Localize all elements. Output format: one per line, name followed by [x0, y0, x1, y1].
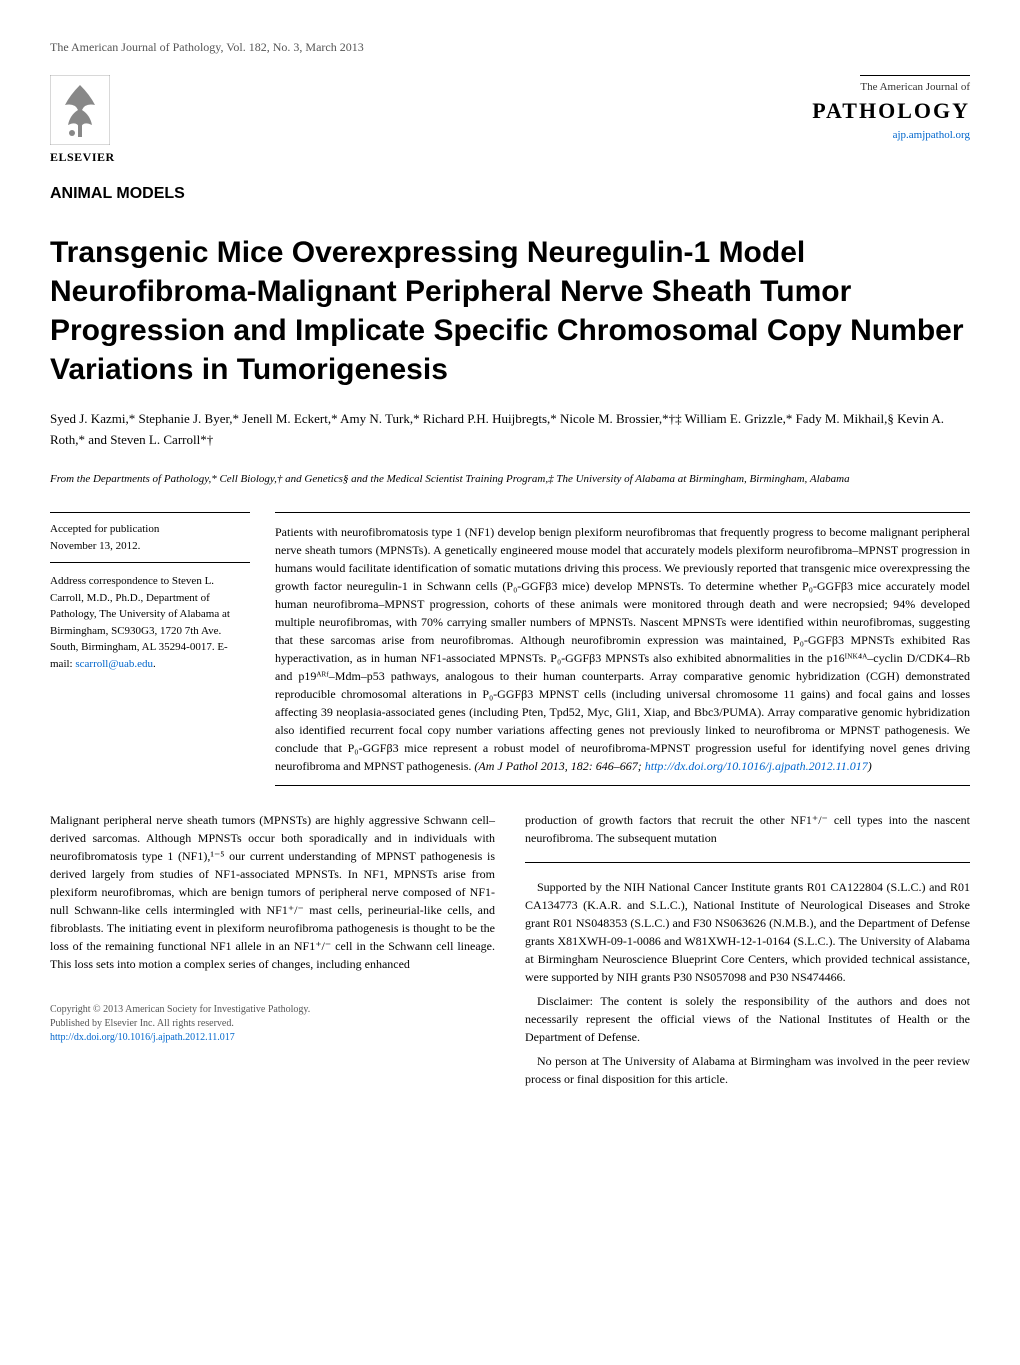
journal-name-block: The American Journal of PATHOLOGY ajp.am…: [812, 75, 970, 141]
copyright-line: Copyright © 2013 American Society for In…: [50, 1003, 495, 1017]
body-right-p1: production of growth factors that recrui…: [525, 811, 970, 847]
correspondence-text: Address correspondence to Steven L. Carr…: [50, 575, 230, 670]
footer-doi-link[interactable]: http://dx.doi.org/10.1016/j.ajpath.2012.…: [50, 1032, 235, 1043]
published-line: Published by Elsevier Inc. All rights re…: [50, 1017, 495, 1031]
top-header: ELSEVIER The American Journal of PATHOLO…: [50, 75, 970, 165]
accepted-label: Accepted for publication: [50, 521, 250, 538]
left-column: Malignant peripheral nerve sheath tumors…: [50, 811, 495, 1088]
publisher-name: ELSEVIER: [50, 150, 115, 165]
funding-paragraph: Supported by the NIH National Cancer Ins…: [525, 878, 970, 986]
accepted-date: November 13, 2012.: [50, 538, 250, 555]
publisher-logo-block: ELSEVIER: [50, 75, 115, 165]
journal-url-link[interactable]: ajp.amjpathol.org: [812, 129, 970, 141]
article-title: Transgenic Mice Overexpressing Neureguli…: [50, 233, 970, 389]
journal-title: PATHOLOGY: [812, 98, 970, 124]
abstract-text: Patients with neurofibromatosis type 1 (…: [275, 512, 970, 786]
right-column: production of growth factors that recrui…: [525, 811, 970, 1088]
abstract-body: Patients with neurofibromatosis type 1 (…: [275, 525, 970, 773]
main-content: Malignant peripheral nerve sheath tumors…: [50, 811, 970, 1088]
affiliations: From the Departments of Pathology,* Cell…: [50, 471, 970, 488]
section-label: ANIMAL MODELS: [50, 185, 970, 203]
abstract-section: Accepted for publication November 13, 20…: [50, 512, 970, 786]
accepted-block: Accepted for publication November 13, 20…: [50, 512, 250, 563]
footer-block: Copyright © 2013 American Society for In…: [50, 1003, 495, 1045]
disclaimer-paragraph: Disclaimer: The content is solely the re…: [525, 992, 970, 1046]
peer-review-paragraph: No person at The University of Alabama a…: [525, 1052, 970, 1088]
abstract-citation: (Am J Pathol 2013, 182: 646–667;: [474, 759, 641, 773]
body-left-paragraph: Malignant peripheral nerve sheath tumors…: [50, 811, 495, 973]
abstract-doi-link[interactable]: http://dx.doi.org/10.1016/j.ajpath.2012.…: [645, 759, 868, 773]
info-sidebar: Accepted for publication November 13, 20…: [50, 512, 250, 786]
content-divider: [525, 862, 970, 863]
correspondence-email-link[interactable]: scarroll@uab.edu: [75, 658, 153, 670]
authors-list: Syed J. Kazmi,* Stephanie J. Byer,* Jene…: [50, 409, 970, 451]
journal-citation: The American Journal of Pathology, Vol. …: [50, 40, 970, 55]
journal-subtitle: The American Journal of: [860, 75, 970, 93]
correspondence-block: Address correspondence to Steven L. Carr…: [50, 573, 250, 672]
elsevier-tree-icon: [50, 75, 110, 145]
